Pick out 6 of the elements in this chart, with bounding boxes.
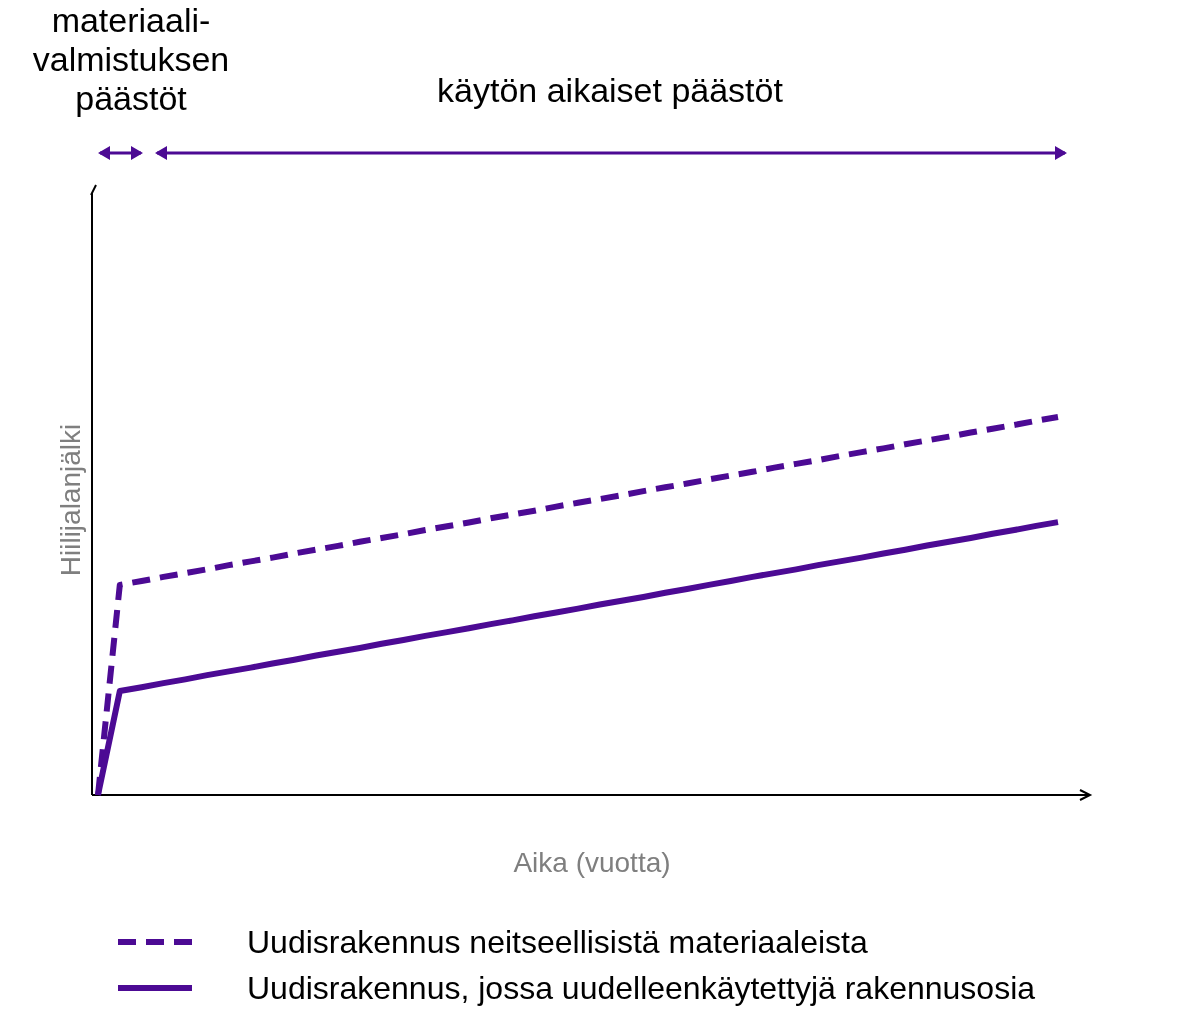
text: materiaali-valmistuksen päästöt	[32, 1, 230, 117]
y-axis-title: Hiilijalanjälki	[55, 423, 86, 577]
legend-label: Uudisrakennus neitseellisistä materiaaleista	[247, 924, 868, 960]
legend-label: Uudisrakennus, jossa uudelleenkäytettyjä rakennusosia	[247, 970, 1036, 1006]
x-axis-title: Aika (vuotta)	[513, 847, 671, 878]
text: käytön aikaiset päästöt	[437, 71, 784, 109]
